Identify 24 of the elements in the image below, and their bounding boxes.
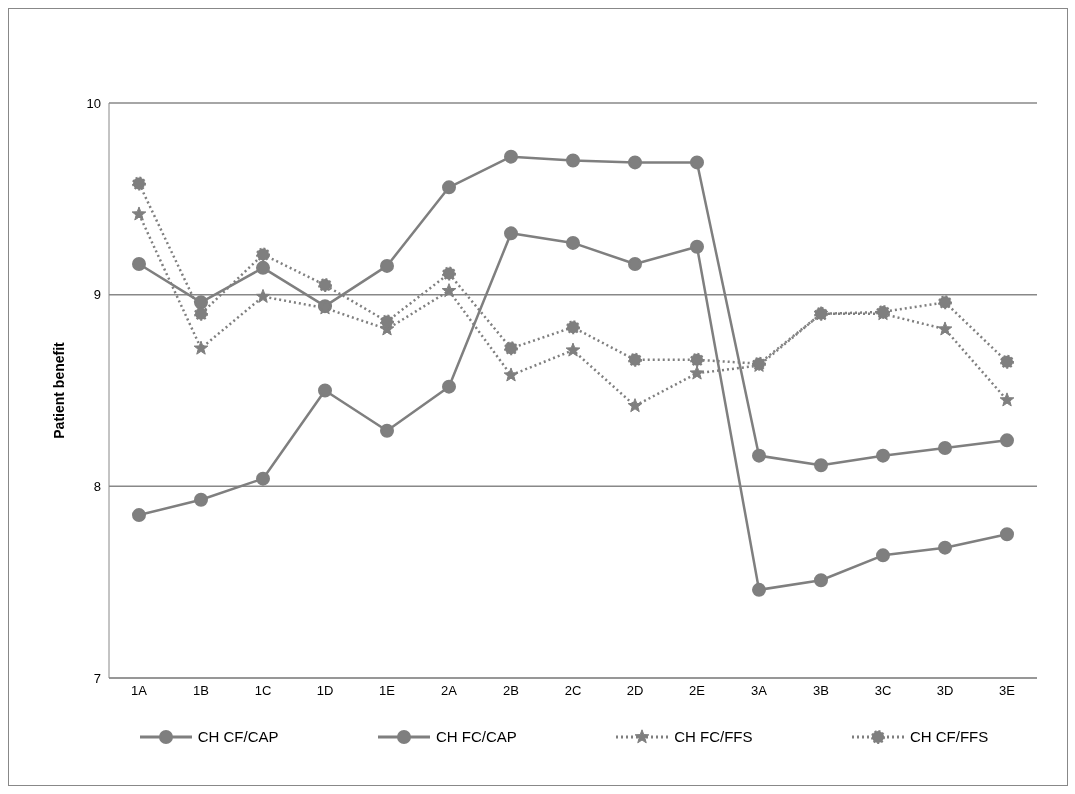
- x-tick-label: 2E: [689, 683, 706, 699]
- x-tick-label: 2B: [503, 683, 519, 699]
- y-tick-label: 7: [93, 670, 101, 686]
- x-tick-label: 1E: [379, 683, 396, 699]
- legend-label: CH FC/FFS: [673, 728, 753, 745]
- y-tick-label: 9: [93, 287, 101, 303]
- y-tick-label: 10: [86, 95, 101, 111]
- x-tick-label: 3E: [999, 683, 1016, 699]
- x-tick-label: 1B: [193, 683, 209, 699]
- x-tick-label: 3D: [936, 683, 954, 699]
- x-tick-label: 2A: [441, 683, 458, 699]
- legend-label: CH CF/CAP: [196, 728, 279, 745]
- y-tick-label: 8: [93, 478, 101, 494]
- legend-label: CH FC/CAP: [434, 728, 517, 745]
- x-tick-label: 1D: [316, 683, 334, 699]
- x-tick-label: 1C: [254, 683, 272, 699]
- y-axis-title: Patient benefit: [50, 341, 67, 439]
- x-tick-label: 3A: [751, 683, 768, 699]
- x-tick-label: 3B: [813, 683, 829, 699]
- legend-label: CH CF/FFS: [908, 728, 989, 745]
- x-tick-label: 2D: [626, 683, 644, 699]
- x-tick-label: 3C: [874, 683, 892, 699]
- x-tick-label: 2C: [564, 683, 582, 699]
- x-tick-label: 1A: [131, 683, 148, 699]
